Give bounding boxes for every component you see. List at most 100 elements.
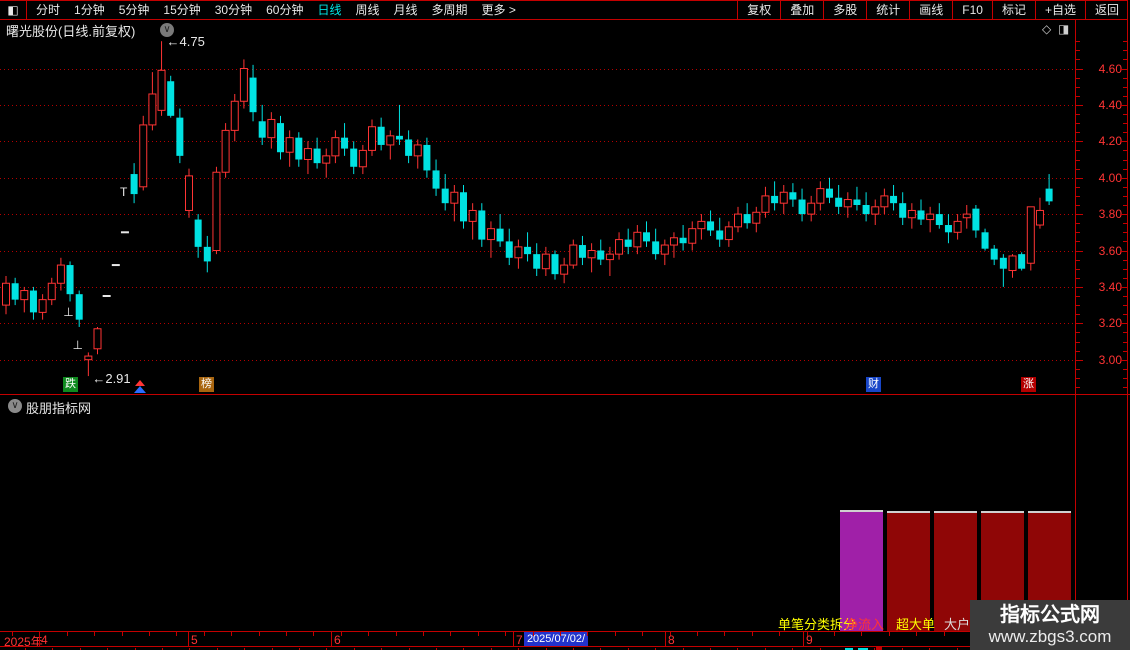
chart-mark-T: T: [120, 185, 128, 199]
period-tab-月线[interactable]: 月线: [393, 3, 418, 17]
flow-label-单笔分类拆分: 单笔分类拆分: [778, 617, 857, 632]
toolbar-button-+自选[interactable]: +自选: [1034, 1, 1085, 19]
sliver-tick: [408, 648, 410, 650]
up-candle-body: [84, 355, 93, 361]
up-candle-body: [303, 148, 312, 161]
up-candle-body: [752, 211, 761, 224]
axis-tick: [1123, 377, 1127, 379]
period-tab-周线[interactable]: 周线: [355, 3, 380, 17]
axis-tick: [1123, 205, 1127, 206]
period-tab-60分钟[interactable]: 60分钟: [266, 3, 304, 17]
toolbar-button-返回[interactable]: 返回: [1084, 1, 1128, 19]
price-label-4.60: 4.60: [1098, 61, 1122, 76]
toolbar-button-画线[interactable]: 画线: [909, 1, 952, 19]
gridline-3.40: [0, 286, 1075, 288]
watermark: 指标公式网 www.zbgs3.com: [970, 600, 1130, 650]
moneyflow-bar: [934, 511, 977, 632]
down-candle-body: [478, 210, 486, 240]
axis-tick: [1123, 86, 1127, 88]
period-tab-30分钟[interactable]: 30分钟: [214, 3, 253, 17]
period-tab-1分钟[interactable]: 1分钟: [74, 3, 105, 17]
down-candle-body: [551, 254, 559, 275]
timeline-tick: [861, 632, 863, 636]
up-candle-body: [1008, 255, 1017, 272]
timeline-tick: [560, 632, 561, 636]
axis-tick: [1076, 341, 1080, 343]
price-label-3.80: 3.80: [1098, 207, 1122, 222]
title-dropdown-icon[interactable]: ∨: [160, 23, 174, 37]
toolbar-button-复权[interactable]: 复权: [737, 1, 780, 19]
timeline-tick: [450, 632, 452, 636]
period-tab-分时[interactable]: 分时: [36, 3, 61, 17]
toolbar-button-F10[interactable]: F10: [952, 1, 992, 19]
sliver-tick: [545, 648, 547, 650]
toolbar-button-多股[interactable]: 多股: [823, 1, 866, 19]
sliver-tick: [573, 648, 574, 650]
down-candle-body: [405, 139, 413, 156]
down-candle-body: [350, 148, 358, 167]
window-right-border: [1127, 0, 1128, 650]
watermark-title: 指标公式网: [1000, 604, 1100, 626]
down-candle-body: [643, 232, 650, 242]
axis-tick: [1120, 359, 1127, 361]
axis-tick: [1123, 50, 1127, 52]
timeline-tick: [916, 632, 918, 636]
up-candle-body: [688, 228, 697, 244]
timeline-tick: [149, 632, 150, 636]
axis-tick: [1123, 150, 1127, 152]
price-label-4.40: 4.40: [1098, 97, 1122, 112]
axis-tick: [1123, 186, 1127, 188]
chart-mark-⊥: ⊥: [72, 338, 82, 352]
pane2-dropdown-icon[interactable]: ∨: [8, 399, 22, 413]
period-tab-多周期[interactable]: 多周期: [431, 3, 468, 17]
timeline-tick: [724, 632, 726, 636]
axis-tick: [1120, 323, 1127, 325]
period-tab-更多 >[interactable]: 更多 >: [481, 3, 516, 17]
down-candle-body: [578, 245, 586, 258]
toolbar-button-叠加[interactable]: 叠加: [780, 1, 823, 19]
toolbar-button-标记[interactable]: 标记: [991, 1, 1035, 19]
month-label-7: 7: [516, 633, 523, 647]
axis-tick: [1120, 177, 1127, 179]
axis-tick: [1123, 268, 1127, 270]
month-divider: [803, 632, 804, 647]
down-candle-body: [890, 195, 898, 204]
axis-tick: [1123, 114, 1127, 115]
pane-divider-line: [0, 394, 1130, 395]
up-candle-body: [230, 100, 239, 131]
axis-tick: [1076, 95, 1080, 97]
toolbar-button-统计[interactable]: 统计: [866, 1, 909, 19]
sliver-tick: [490, 648, 492, 650]
diamond-icon[interactable]: ◇: [1042, 22, 1052, 36]
axis-tick: [1076, 387, 1080, 388]
red-up-triangle-icon: [135, 380, 145, 386]
pane2-indicator-label[interactable]: 股朋指标网: [26, 401, 92, 416]
timeline-tick: [203, 632, 205, 636]
up-candle-body: [807, 202, 816, 215]
timeline-tick: [313, 632, 315, 636]
axis-tick: [1076, 241, 1080, 243]
price-label-3.00: 3.00: [1098, 352, 1122, 367]
down-candle-body: [533, 254, 541, 269]
axis-tick: [1076, 332, 1080, 334]
up-candle-body: [615, 239, 624, 255]
axis-tick: [1076, 323, 1083, 325]
flow-label-净流入: 净流入: [845, 617, 885, 632]
period-tab-15分钟[interactable]: 15分钟: [163, 3, 201, 17]
period-tab-日线[interactable]: 日线: [317, 3, 342, 17]
period-tab-5分钟[interactable]: 5分钟: [118, 3, 150, 17]
sliver-tick: [463, 648, 465, 650]
sliver-fragment: [858, 648, 868, 650]
axis-tick: [1123, 123, 1127, 125]
axis-tick: [1076, 205, 1080, 206]
split-pane-icon[interactable]: ◨: [1058, 22, 1070, 36]
axis-tick: [1076, 259, 1080, 261]
window-layout-icon[interactable]: ◧: [0, 1, 27, 19]
timeline-tick: [751, 632, 753, 636]
sliver-tick: [819, 648, 821, 650]
signal-badge-涨: 涨: [1021, 377, 1036, 392]
down-candle-body: [341, 137, 349, 149]
axis-tick: [1123, 314, 1127, 316]
timeline-tick: [423, 632, 424, 636]
